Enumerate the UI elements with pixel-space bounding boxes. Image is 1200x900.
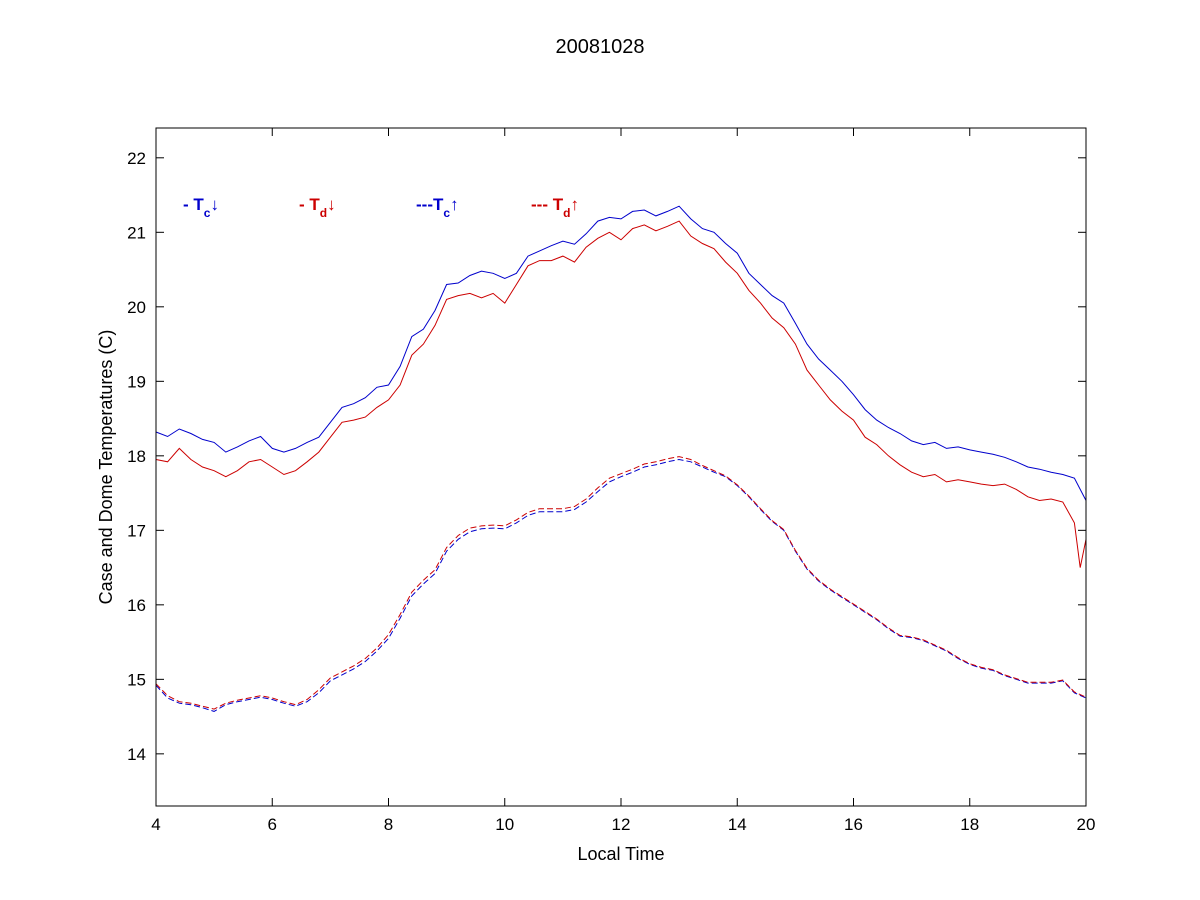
legend-arrow: ↑ [570,195,579,214]
series-line-4 [155,456,1087,710]
legend-entry-1: - Tc↓ [183,195,219,220]
y-tick-label: 14 [127,745,146,764]
legend-entry-3: ---Tc↑ [416,195,459,220]
y-tick-label: 22 [127,149,146,168]
y-tick-label: 18 [127,447,146,466]
x-tick-label: 8 [384,815,393,834]
legend-subscript: d [320,206,327,220]
y-tick-label: 16 [127,596,146,615]
series-line-1 [155,205,1087,501]
series-line-2 [155,220,1087,568]
chart-title: 20081028 [556,36,645,58]
legend-prefix: ---T [416,195,444,214]
x-tick-label: 10 [495,815,514,834]
x-tick-label: 4 [151,815,160,834]
series-line-3 [155,458,1087,712]
series-layer [155,205,1087,712]
y-tick-label: 21 [127,223,146,242]
y-tick-label: 20 [127,298,146,317]
x-tick-label: 14 [728,815,747,834]
x-tick-label: 16 [844,815,863,834]
legend-entry-2: - Td↓ [299,195,336,220]
legend-subscript: d [563,206,570,220]
y-tick-label: 17 [127,521,146,540]
legend-prefix: --- T [531,195,564,214]
legend-arrow: ↓ [210,195,219,214]
x-axis-label: Local Time [577,844,664,864]
legend-prefix: - T [299,195,320,214]
legend-subscript: c [443,206,450,220]
legend-prefix: - T [183,195,204,214]
x-tick-label: 6 [268,815,277,834]
y-axis-label: Case and Dome Temperatures (C) [96,330,116,605]
ticks-layer: 4 6 8 10 12 14 16 18 20 14 15 16 17 18 19 20 21 22 [127,128,1095,834]
legend-subscript: c [204,206,211,220]
legend-entry-4: --- Td↑ [531,195,579,220]
legend: - Tc↓ - Td↓ ---Tc↑ --- Td↑ [183,195,579,220]
legend-arrow: ↓ [327,195,336,214]
x-tick-label: 20 [1077,815,1096,834]
legend-arrow: ↑ [450,195,459,214]
x-tick-label: 12 [612,815,631,834]
y-tick-label: 15 [127,670,146,689]
y-tick-label: 19 [127,372,146,391]
x-tick-label: 18 [960,815,979,834]
